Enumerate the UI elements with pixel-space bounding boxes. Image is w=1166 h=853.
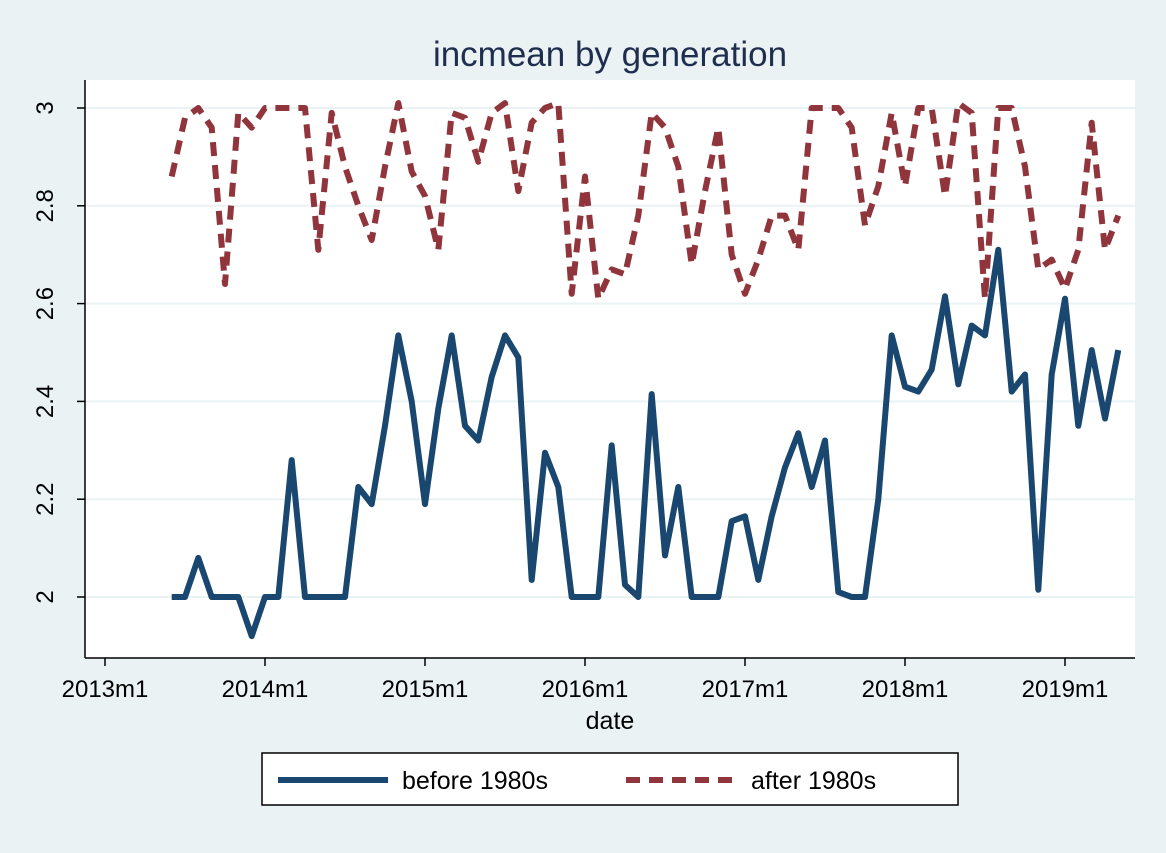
x-tick-label: 2017m1	[702, 676, 789, 703]
y-tick-label: 2.6	[32, 287, 59, 320]
y-tick-label: 2.4	[32, 385, 59, 418]
y-tick-label: 2.8	[32, 189, 59, 222]
legend: before 1980s after 1980s	[261, 752, 959, 806]
series-line-after-1980s	[168, 100, 1122, 302]
axes: 2 2.2 2.4 2.6 2.8 3 2013m1 2014m1 2015m1 2016m1 20…	[32, 80, 1135, 703]
x-tick-label: 2015m1	[382, 676, 469, 703]
series-lines	[168, 100, 1122, 640]
x-tick-label: 2018m1	[862, 676, 949, 703]
x-tick-label: 2013m1	[62, 676, 149, 703]
y-tick-label: 2	[32, 590, 59, 603]
chart-title: incmean by generation	[433, 35, 787, 74]
plot-area	[85, 80, 1135, 658]
y-tick-label: 2.2	[32, 483, 59, 516]
series-line-before-1980s	[171, 246, 1122, 640]
legend-label: before 1980s	[402, 767, 548, 795]
legend-label: after 1980s	[751, 767, 876, 795]
x-axis-label: date	[586, 707, 635, 735]
x-tick-label: 2019m1	[1022, 676, 1109, 703]
y-tick-label: 3	[32, 101, 59, 114]
x-tick-label: 2014m1	[222, 676, 309, 703]
x-tick-label: 2016m1	[542, 676, 629, 703]
